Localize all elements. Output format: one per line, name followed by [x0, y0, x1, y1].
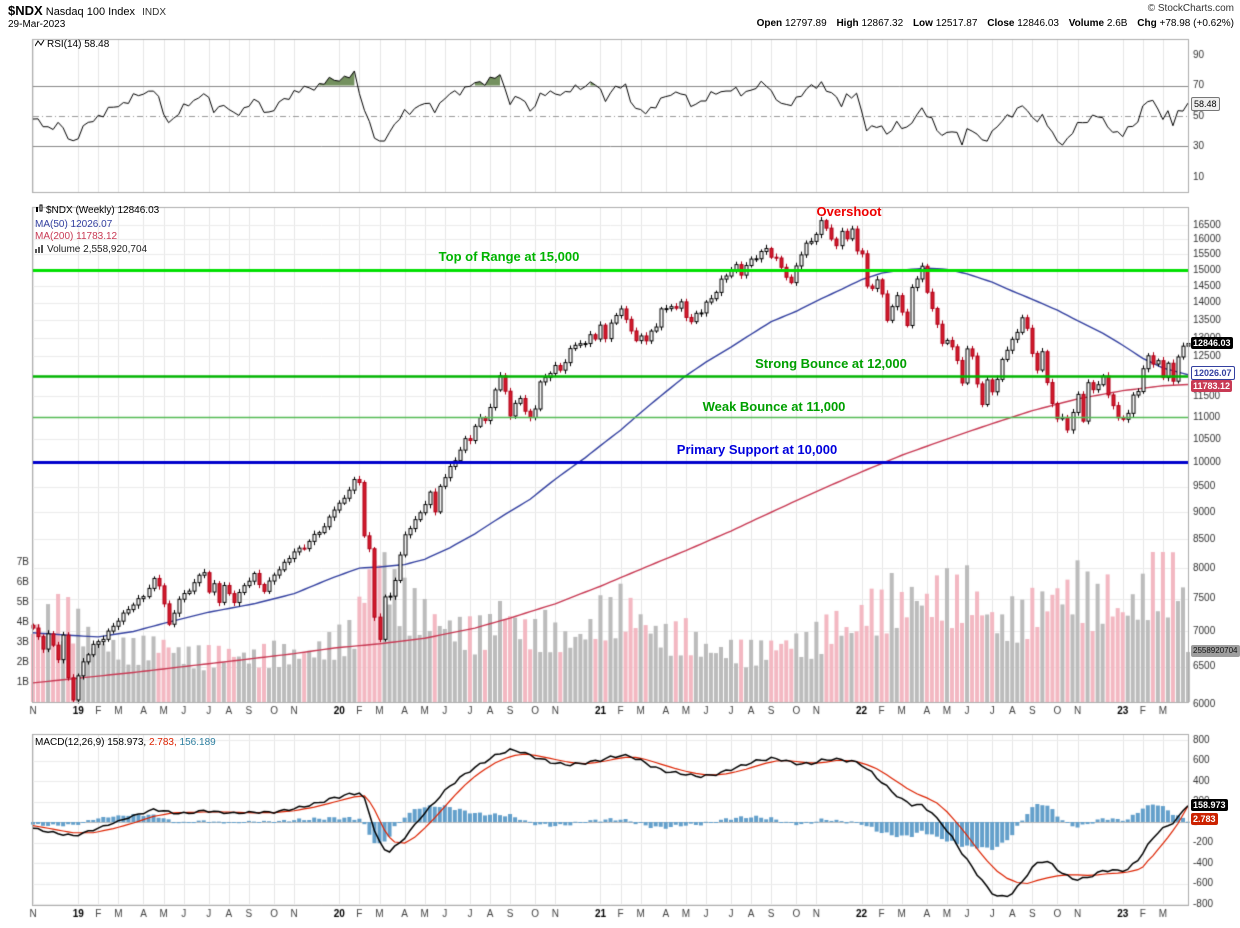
quote-label: Low	[912, 18, 933, 29]
macd-label: MACD(12,26,9) 158.973, 2.783, 156.189	[35, 737, 216, 748]
chart-header: $NDX Nasdaq 100 Index INDX	[8, 3, 166, 18]
macd-hist-value-badge: 2.783	[1191, 813, 1218, 825]
quote-label: High	[836, 18, 859, 29]
copyright: © StockCharts.com	[1147, 3, 1234, 14]
rsi-label-text: RSI(14) 58.48	[47, 39, 110, 50]
volume-value-badge: 2558920704	[1191, 645, 1240, 657]
candlestick-icon	[35, 204, 44, 219]
legend-volume-row: Volume 2,558,920,704	[35, 244, 159, 258]
annotation-strong-bounce: Strong Bounce at 12,000	[755, 356, 907, 371]
rsi-label: RSI(14) 58.48	[34, 39, 110, 51]
quote-value: 12867.32	[861, 18, 904, 29]
annotation-overshoot: Overshoot	[816, 204, 882, 219]
symbol-name: Nasdaq 100 Index	[45, 6, 136, 18]
macd-label-hist: 2.783,	[148, 737, 177, 748]
exchange: INDX	[142, 7, 167, 18]
legend-ma50: MA(50) 12026.07	[35, 218, 113, 230]
annotation-weak-bounce: Weak Bounce at 11,000	[702, 399, 846, 414]
quote-label: Chg	[1137, 18, 1157, 29]
rsi-line-icon	[34, 39, 45, 51]
quote-label: Open	[756, 18, 783, 29]
volume-bars-icon	[35, 244, 45, 258]
macd-label-main: MACD(12,26,9) 158.973,	[35, 737, 147, 748]
annotation-primary-support: Primary Support at 10,000	[676, 442, 838, 457]
rsi-value-badge: 58.48	[1191, 97, 1220, 111]
quote-label: Volume	[1068, 18, 1105, 29]
chart-date: 29-Mar-2023	[8, 19, 66, 30]
annotation-top-of-range: Top of Range at 15,000	[438, 249, 580, 264]
legend-symbol-text: $NDX (Weekly) 12846.03	[46, 205, 160, 216]
quote-value: 12517.87	[935, 18, 978, 29]
legend-volume-text: Volume 2,558,920,704	[47, 243, 148, 255]
ma200-value-badge: 11783.12	[1191, 380, 1233, 392]
quote-value: 2.6B	[1106, 18, 1128, 29]
macd-label-signal: 156.189	[179, 737, 216, 748]
close-value-badge: 12846.03	[1191, 337, 1233, 349]
quote-value: 12846.03	[1017, 18, 1059, 29]
macd-value-badge: 158.973	[1191, 799, 1228, 811]
ma50-value-badge: 12026.07	[1191, 366, 1235, 380]
legend-ma200: MA(200) 11783.12	[35, 231, 118, 242]
quote-bar: Open 12797.89 High 12867.32 Low 12517.87…	[750, 18, 1234, 29]
quote-value: +78.98 (+0.62%)	[1159, 18, 1235, 29]
quote-label: Close	[987, 18, 1015, 29]
price-legend: $NDX (Weekly) 12846.03 MA(50) 12026.07 M…	[35, 204, 159, 257]
legend-symbol-row: $NDX (Weekly) 12846.03	[35, 204, 159, 219]
quote-value: 12797.89	[784, 18, 827, 29]
symbol: $NDX	[8, 3, 43, 18]
